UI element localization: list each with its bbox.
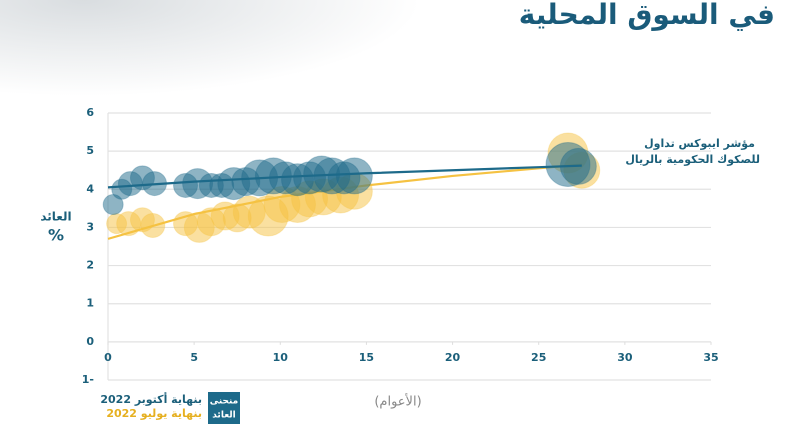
chart-title: في السوق المحلية (519, 0, 775, 31)
bubble (335, 157, 373, 195)
x-axis-label: (الأعوام) (374, 393, 421, 410)
x-tick-label: 25 (531, 351, 546, 364)
y-tick-label: 6 (86, 106, 94, 119)
y-tick-label: 5 (86, 144, 94, 157)
annotation: للصكوك الحكومية بالريال (625, 153, 760, 166)
legend-title: منحنى (210, 397, 239, 407)
x-tick-label: 35 (703, 351, 718, 364)
legend-label: بنهاية يوليو 2022 (106, 407, 202, 420)
y-tick-label: 1 (86, 297, 94, 310)
y-axis-label: العائد (40, 210, 71, 224)
annotation: مؤشر ايبوكس تداول (644, 137, 755, 150)
x-tick-label: 10 (273, 351, 289, 364)
fit-line (107, 164, 582, 189)
legend-title: العائد (212, 411, 236, 421)
x-tick-label: 15 (359, 351, 374, 364)
bubble (102, 194, 124, 216)
y-tick-label: 1- (82, 373, 94, 386)
legend-label: بنهاية أكتوبر 2022 (100, 392, 202, 406)
x-tick-label: 0 (104, 351, 112, 364)
legend-box (208, 392, 240, 424)
x-tick-label: 20 (445, 351, 461, 364)
y-tick-label: 4 (86, 182, 94, 195)
y-tick-label: 2 (86, 259, 94, 272)
x-tick-label: 5 (190, 351, 198, 364)
y-tick-label: 3 (86, 220, 94, 233)
y-tick-label: 0 (86, 335, 94, 348)
x-tick-label: 30 (617, 351, 633, 364)
background-image (0, 0, 420, 120)
y-axis-unit: % (48, 226, 64, 245)
